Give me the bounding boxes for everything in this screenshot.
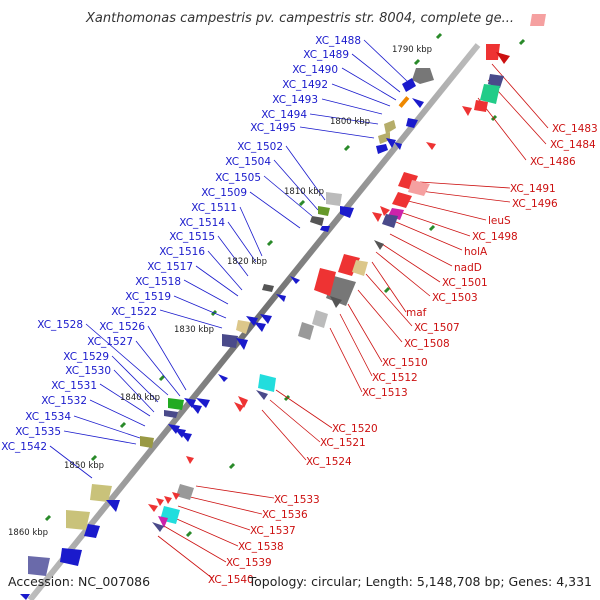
gene-label-right: leuS: [488, 215, 511, 227]
gene-label-left: XC_1518: [135, 276, 181, 288]
gene-label-left: XC_1493: [272, 94, 318, 106]
gene-label-right: XC_1507: [414, 322, 460, 334]
map-title: Xanthomonas campestris pv. campestris st…: [85, 11, 514, 26]
gene-label-left: XC_1511: [191, 202, 237, 214]
gene-label-left: XC_1502: [237, 141, 283, 153]
gene-label-left: XC_1527: [87, 336, 133, 348]
gene-label-right: XC_1508: [404, 338, 450, 350]
gene-label-right: XC_1537: [250, 525, 296, 537]
gene-label-left: XC_1526: [99, 321, 145, 333]
gene-label-right: XC_1512: [372, 372, 418, 384]
kbp-position-label: 1850 kbp: [64, 461, 104, 471]
gene-label-left: XC_1528: [37, 319, 83, 331]
gene-label-left: XC_1516: [159, 246, 205, 258]
gene-label-left: XC_1522: [111, 306, 157, 318]
kbp-position-label: 1830 kbp: [174, 325, 214, 335]
gene-label-right: XC_1501: [442, 277, 488, 289]
gene-label-right: XC_1524: [306, 456, 352, 468]
gene-label-right: XC_1538: [238, 541, 284, 553]
gene-label-right: XC_1540: [208, 574, 254, 586]
gene-label-right: XC_1521: [320, 437, 366, 449]
reverse-features: [148, 14, 546, 532]
kbp-position-label: 1820 kbp: [227, 257, 267, 267]
gene-label-right: maf: [406, 307, 427, 319]
gene-label-left: XC_1509: [201, 187, 247, 199]
gene-label-left: XC_1495: [250, 122, 296, 134]
gene-label-right: XC_1483: [552, 123, 598, 135]
kbp-position-label: 1790 kbp: [392, 45, 432, 55]
accession-label: Accession: NC_007086: [8, 574, 150, 589]
kbp-marks: 1790 kbp 1800 kbp 1810 kbp 1820 kbp 1830 kbp…: [8, 45, 432, 538]
gene-label-right: holA: [464, 246, 488, 258]
gene-label-left: XC_1514: [179, 217, 225, 229]
gene-label-left: XC_1488: [315, 35, 361, 47]
gene-label-left: XC_1517: [147, 261, 193, 273]
gene-label-left: XC_1530: [65, 365, 111, 377]
left-leaders: [49, 39, 409, 479]
gene-label-right: XC_1486: [530, 156, 576, 168]
gene-label-right: XC_1498: [472, 231, 518, 243]
gene-label-right: XC_1536: [262, 509, 308, 521]
forward-features: [20, 68, 434, 600]
gene-label-right: nadD: [454, 262, 482, 274]
gene-label-left: XC_1489: [303, 49, 349, 61]
gene-label-right: XC_1539: [226, 557, 272, 569]
gc-ticks: [44, 32, 526, 538]
gene-label-right: XC_1491: [510, 183, 556, 195]
gene-label-right: XC_1510: [382, 357, 428, 369]
gene-label-left: XC_1535: [15, 426, 61, 438]
kbp-position-label: 1800 kbp: [330, 117, 370, 127]
left-gene-labels: XC_1488 XC_1489 XC_1490 XC_1492 XC_1493 XC_14…: [1, 35, 361, 453]
gene-label-left: XC_1532: [41, 395, 87, 407]
kbp-position-label: 1810 kbp: [284, 187, 324, 197]
gene-label-left: XC_1492: [282, 79, 328, 91]
gene-label-left: XC_1494: [261, 109, 307, 121]
gene-label-left: XC_1542: [1, 441, 47, 453]
gene-label-left: XC_1531: [51, 380, 97, 392]
kbp-position-label: 1840 kbp: [120, 393, 160, 403]
gene-label-left: XC_1534: [25, 411, 71, 423]
gene-label-right: XC_1496: [512, 198, 558, 210]
topology-label: Topology: circular; Length: 5,148,708 bp…: [248, 574, 592, 589]
gene-label-right: XC_1533: [274, 494, 320, 506]
gene-label-left: XC_1515: [169, 231, 215, 243]
kbp-position-label: 1860 kbp: [8, 528, 48, 538]
gene-label-left: XC_1490: [292, 64, 338, 76]
gene-label-left: XC_1529: [63, 351, 109, 363]
gene-label-right: XC_1503: [432, 292, 478, 304]
gene-label-right: XC_1513: [362, 387, 408, 399]
gene-label-left: XC_1504: [225, 156, 271, 168]
gene-label-right: XC_1484: [550, 139, 596, 151]
right-leaders: [157, 63, 549, 579]
gene-label-right: XC_1520: [332, 423, 378, 435]
gene-label-left: XC_1519: [125, 291, 171, 303]
gene-label-left: XC_1505: [215, 172, 261, 184]
